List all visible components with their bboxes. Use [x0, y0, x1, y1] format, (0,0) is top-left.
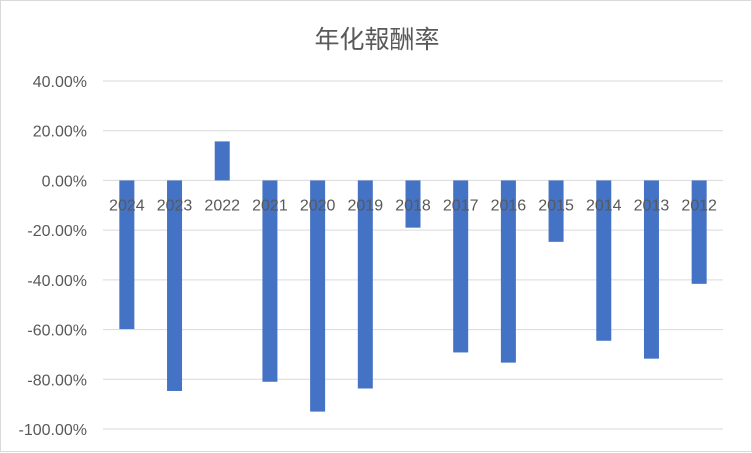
bar-2019	[357, 180, 373, 389]
bar-2021	[262, 180, 278, 382]
x-tick-label: 2012	[681, 197, 717, 214]
gridlines	[103, 80, 723, 430]
bar-2020	[310, 180, 326, 412]
y-tick-label: -60.00%	[27, 323, 87, 340]
bar-2016	[500, 180, 516, 363]
bars	[119, 141, 707, 412]
bar-2013	[643, 180, 659, 359]
bar-2018	[405, 180, 421, 228]
x-tick-label: 2018	[395, 197, 431, 214]
bar-2023	[167, 180, 183, 391]
y-tick-label: 0.00%	[42, 173, 87, 190]
bar-2012	[691, 180, 707, 284]
x-tick-label: 2014	[586, 197, 622, 214]
x-tick-label: 2020	[300, 197, 336, 214]
bar-2014	[596, 180, 612, 341]
y-tick-label: 20.00%	[33, 124, 87, 141]
y-tick-label: -20.00%	[27, 223, 87, 240]
x-tick-label: 2019	[348, 197, 384, 214]
y-axis-labels: 40.00% 20.00% 0.00% -20.00% -40.00% -60.00% -8…	[19, 74, 88, 439]
bar-2015	[548, 180, 564, 242]
y-tick-label: 40.00%	[33, 74, 87, 91]
y-tick-label: -100.00%	[19, 422, 88, 439]
x-axis-labels: 2024 2023 2022 2021 2020 2019 2018 2017 2016 2015…	[109, 197, 717, 214]
bar-2024	[119, 180, 135, 330]
bar-2017	[453, 180, 469, 353]
bar-2022	[214, 141, 230, 181]
x-tick-label: 2016	[491, 197, 527, 214]
y-tick-label: -40.00%	[27, 273, 87, 290]
x-tick-label: 2013	[634, 197, 670, 214]
x-tick-label: 2017	[443, 197, 479, 214]
x-tick-label: 2023	[157, 197, 193, 214]
x-tick-label: 2015	[538, 197, 574, 214]
x-tick-label: 2024	[109, 197, 145, 214]
x-tick-label: 2022	[204, 197, 240, 214]
x-tick-label: 2021	[252, 197, 288, 214]
y-tick-label: -80.00%	[27, 372, 87, 389]
chart-title: 年化報酬率	[314, 25, 439, 54]
